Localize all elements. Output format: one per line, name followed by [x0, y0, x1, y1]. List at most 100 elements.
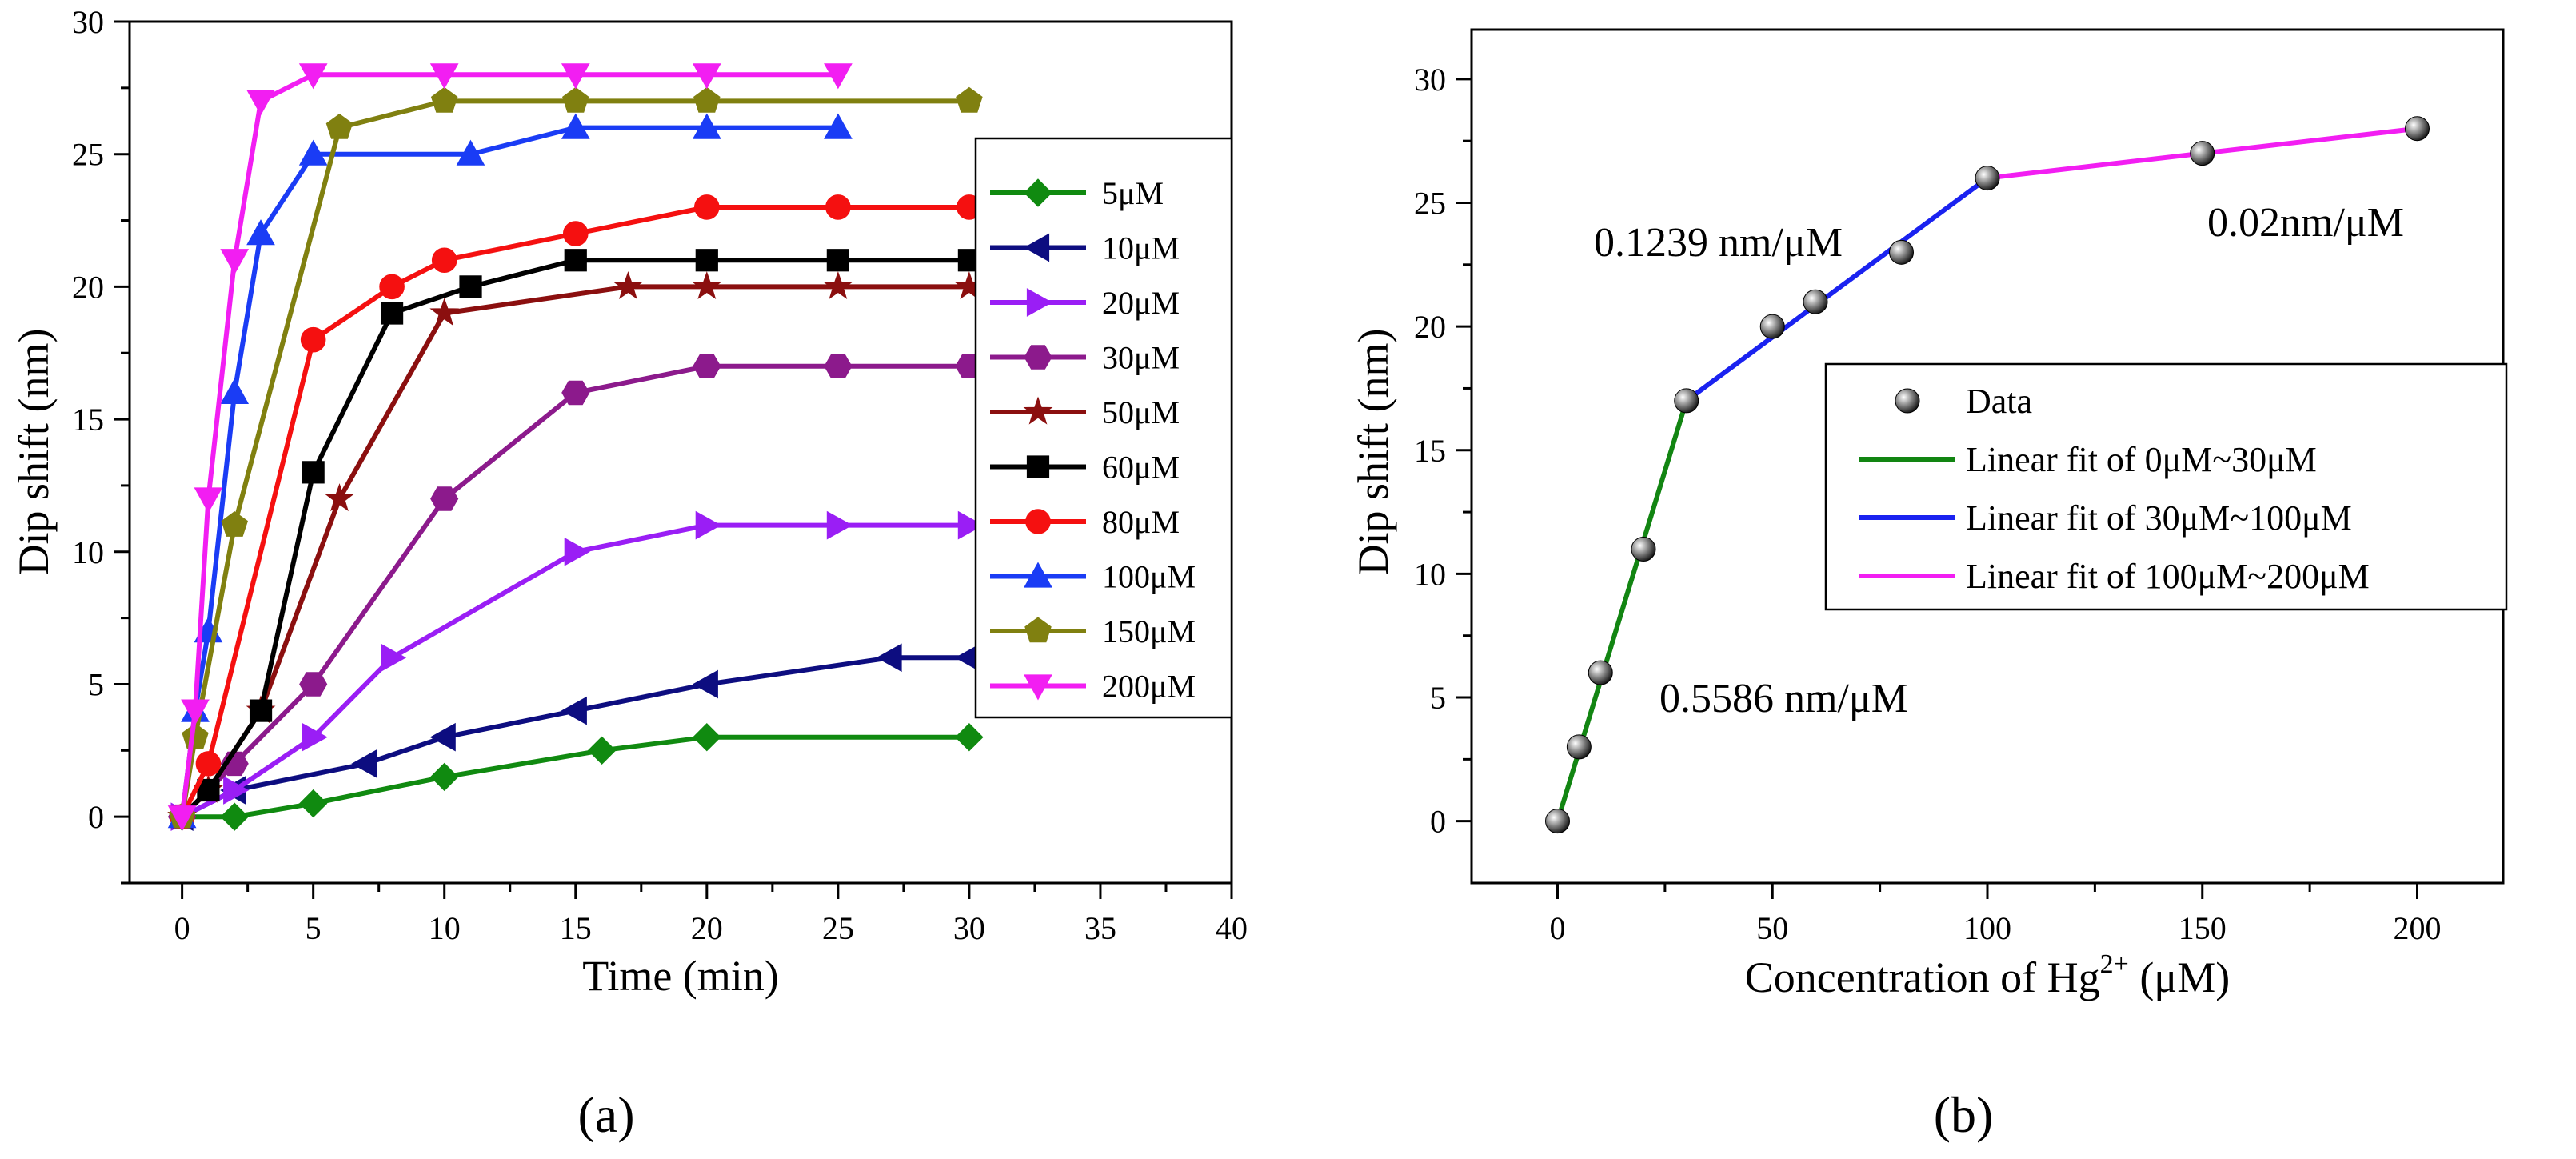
data-point-200um [298, 63, 328, 90]
series-line-30um [180, 363, 969, 819]
panel-a-y-tick-label: 25 [72, 137, 104, 173]
data-point-5um [429, 762, 459, 792]
data-point-200um [220, 249, 250, 275]
panel-b-label: (b) [1934, 1086, 1994, 1143]
legend-label: 60μM [1102, 450, 1180, 486]
data-point-80um [195, 751, 222, 777]
legend-swatch-marker [1025, 509, 1051, 534]
data-point-20um [223, 776, 250, 805]
panel-b-x-tick-label: 0 [1550, 910, 1566, 946]
data-point [1674, 388, 1699, 414]
data-point-10um [429, 722, 456, 752]
data-point-30um [299, 672, 328, 697]
panel-a-x-tick-label: 25 [822, 910, 854, 946]
data-point-60um [302, 461, 325, 484]
data-point-80um [300, 326, 326, 353]
data-point-80um [825, 194, 851, 220]
data-point-50um [692, 270, 722, 300]
legend-label: 10μM [1102, 230, 1180, 266]
data-point-150um [430, 86, 458, 113]
panel-b-legend: Data Linear fit of 0μM~30μM Linear fit of … [1824, 362, 2508, 611]
legend-label: Data [1966, 382, 2032, 421]
panel-b-x-tick-label: 200 [2394, 910, 2442, 946]
panel-a-y-tick-label: 5 [88, 666, 104, 702]
panel-a-y-tick-label: 0 [88, 799, 104, 835]
legend-label: 5μM [1102, 175, 1164, 211]
legend-entry-linear-fit-of-30um-100um: Linear fit of 30μM~100μM [1859, 498, 2352, 538]
legend-entry-linear-fit-of-100um-200um: Linear fit of 100μM~200μM [1859, 557, 2370, 596]
data-point [1803, 289, 1828, 314]
panel-a-x-tick-label: 20 [691, 910, 723, 946]
data-point-30um [824, 354, 853, 378]
panel-b-y-tick-label: 25 [1414, 185, 1446, 221]
data-point-20um [695, 510, 721, 540]
legend-swatch-marker [1023, 233, 1050, 262]
data-point-20um [564, 537, 590, 566]
panel-a-ticks: 0 5 10 15 20 25 30 35 40 0 5 10 15 20 25 30 [72, 4, 1248, 946]
series-line-20um [181, 522, 969, 819]
data-point [1631, 536, 1656, 562]
panel-b-x-axis-title-unit: (μM) [2129, 953, 2230, 1001]
panel-a-y-tick-label: 15 [72, 402, 104, 438]
data-point-30um [430, 486, 459, 511]
panel-b-x-axis-title-main: Concentration of Hg [1745, 953, 2100, 1001]
data-point-80um [431, 247, 457, 274]
panel-a-x-tick-label: 30 [953, 910, 985, 946]
legend-swatch-marker [1024, 562, 1052, 588]
data-point [1889, 239, 1914, 265]
data-point-100um [456, 139, 485, 166]
data-point-30um [693, 354, 721, 378]
legend-label: Linear fit of 100μM~200μM [1966, 557, 2370, 596]
data-point-150um [182, 723, 209, 749]
panel-a-y-tick-label: 30 [72, 4, 104, 40]
data-point-20um [826, 510, 853, 540]
data-point-100um [246, 219, 275, 246]
data-point-60um [826, 249, 849, 272]
panel-b-y-tick-label: 5 [1430, 680, 1446, 716]
panel-b-legend-box [1824, 362, 2508, 611]
data-point-50um [613, 270, 643, 300]
legend-entry-5um: 5μM [990, 175, 1164, 211]
series-60um [170, 249, 981, 829]
panel-b-y-axis-title: Dip shift (nm) [1349, 329, 1397, 576]
data-point [1545, 809, 1570, 834]
panel-b-x-tick-label: 50 [1756, 910, 1788, 946]
data-point-150um [693, 86, 721, 113]
legend-entry-10um: 10μM [990, 230, 1180, 266]
legend-entry-100um: 100μM [990, 559, 1196, 595]
annotation-slope-high: 0.02nm/μM [2207, 200, 2404, 246]
data-point [2405, 116, 2430, 142]
legend-swatch-marker [1026, 288, 1053, 317]
data-point [1588, 660, 1613, 685]
series-20um [170, 510, 984, 832]
series-line-10um [181, 655, 969, 819]
series-line-80um [179, 205, 969, 818]
legend-label: 100μM [1102, 559, 1196, 595]
data-point-5um [587, 736, 617, 765]
data-point-80um [694, 194, 720, 220]
data-point-200um [246, 90, 275, 116]
data-point-5um [220, 802, 249, 831]
panel-a-x-tick-label: 40 [1216, 910, 1248, 946]
panel-b-y-tick-label: 10 [1414, 556, 1446, 592]
data-point-200um [181, 699, 210, 725]
data-point [1759, 314, 1785, 339]
annotation-slope-low: 0.5586 nm/μM [1659, 676, 1908, 721]
panel-b-x-tick-label: 150 [2179, 910, 2227, 946]
data-point-200um [429, 63, 459, 90]
panel-a-x-tick-label: 15 [560, 910, 592, 946]
series-line-60um [180, 258, 969, 819]
panel-a-x-axis-title: Time (min) [582, 952, 779, 1000]
legend-entry-data: Data [1895, 382, 2032, 421]
annotation-slope-middle: 0.1239 nm/μM [1594, 220, 1843, 266]
panel-b-data-points [1545, 116, 2430, 834]
legend-label: Linear fit of 30μM~100μM [1966, 498, 2352, 538]
legend-swatch-marker [1024, 178, 1052, 207]
data-point-60um [249, 699, 273, 722]
panel-a-label: (a) [577, 1086, 634, 1143]
panel-a-x-tick-label: 35 [1084, 910, 1116, 946]
data-point [1975, 166, 2000, 191]
panel-a-series [167, 63, 984, 832]
legend-swatch-marker [1026, 455, 1050, 478]
data-point-50um [325, 483, 354, 512]
